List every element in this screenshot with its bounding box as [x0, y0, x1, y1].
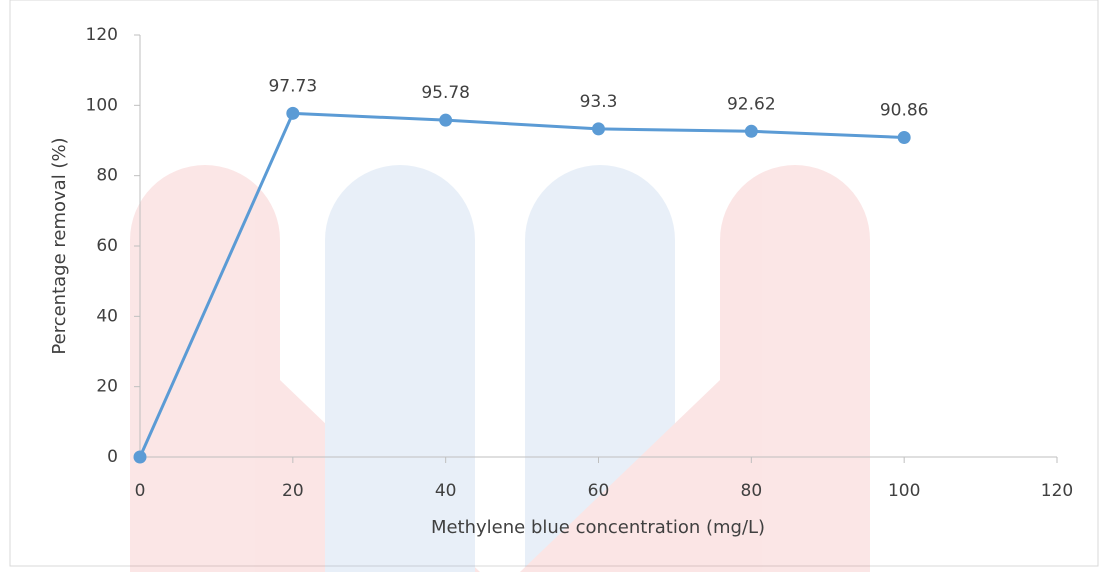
- watermark: [130, 165, 870, 572]
- data-point: [898, 131, 911, 144]
- y-tick-label: 120: [86, 25, 118, 45]
- x-tick-label: 0: [135, 481, 146, 501]
- x-tick-label: 60: [588, 481, 610, 501]
- data-label: 92.62: [727, 94, 776, 114]
- data-label: 97.73: [268, 76, 317, 96]
- data-point: [286, 107, 299, 120]
- data-label: 93.3: [580, 92, 618, 112]
- data-point: [134, 451, 147, 464]
- y-tick-label: 60: [96, 236, 118, 256]
- y-tick-label: 0: [107, 447, 118, 467]
- y-tick-label: 20: [96, 377, 118, 397]
- data-label: 95.78: [421, 83, 470, 103]
- x-tick-label: 120: [1041, 481, 1073, 501]
- x-tick-label: 20: [282, 481, 304, 501]
- y-tick-label: 80: [96, 166, 118, 186]
- x-axis-title: Methylene blue concentration (mg/L): [431, 517, 765, 538]
- x-tick-label: 40: [435, 481, 457, 501]
- y-tick-label: 100: [86, 95, 118, 115]
- data-point: [592, 122, 605, 135]
- y-tick-label: 40: [96, 306, 118, 326]
- chart: Methylene blue concentration (mg/L) Perc…: [0, 0, 1100, 572]
- x-tick-label: 80: [741, 481, 763, 501]
- data-label: 90.86: [880, 100, 929, 120]
- x-tick-label: 100: [888, 481, 920, 501]
- data-point: [439, 114, 452, 127]
- data-point: [745, 125, 758, 138]
- y-axis-title: Percentage removal (%): [49, 137, 70, 354]
